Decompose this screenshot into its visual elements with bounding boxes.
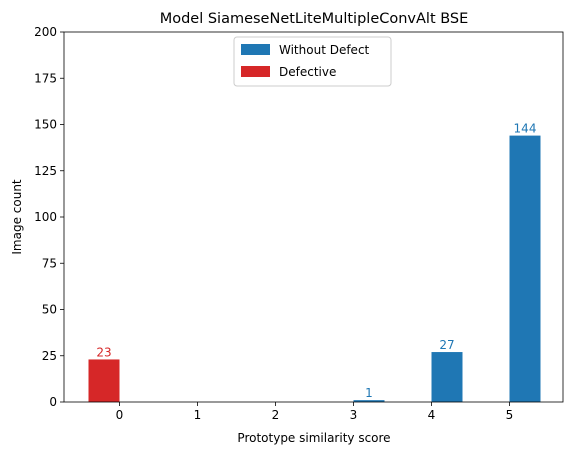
data-label: 1 <box>365 386 373 400</box>
x-tick-label: 1 <box>194 408 202 422</box>
y-tick-label: 75 <box>42 256 57 270</box>
y-tick-label: 0 <box>49 395 57 409</box>
plot-frame <box>63 31 564 403</box>
x-tick-label: 2 <box>272 408 280 422</box>
bar-without-defect-5 <box>509 135 541 402</box>
legend-swatch <box>241 66 270 77</box>
y-tick-label: 100 <box>34 210 57 224</box>
x-tick-label: 5 <box>506 408 514 422</box>
data-label: 144 <box>514 122 537 136</box>
y-tick-label: 200 <box>34 25 57 39</box>
legend-label: Without Defect <box>279 43 370 57</box>
data-label: 23 <box>96 345 111 359</box>
legend: Without Defect Defective <box>233 36 392 87</box>
bar-without-defect-4 <box>431 352 463 402</box>
chart-title: Model SiameseNetLiteMultipleConvAlt BSE <box>160 11 469 27</box>
x-tick-label: 4 <box>428 408 436 422</box>
y-axis-label: Image count <box>10 179 24 255</box>
legend-swatch <box>241 44 270 55</box>
data-label: 27 <box>439 338 454 352</box>
legend-box <box>233 36 392 87</box>
x-axis-label: Prototype similarity score <box>237 431 390 445</box>
y-tick-label: 50 <box>42 303 57 317</box>
y-tick-label: 150 <box>34 118 57 132</box>
bar-defective-0 <box>88 359 120 402</box>
y-tick-label: 125 <box>34 164 57 178</box>
y-tick-label: 25 <box>42 349 57 363</box>
legend-label: Defective <box>279 65 336 79</box>
x-tick-label: 3 <box>350 408 358 422</box>
y-tick-label: 175 <box>34 71 57 85</box>
bar-without-defect-3 <box>353 400 385 402</box>
x-tick-label: 0 <box>116 408 124 422</box>
